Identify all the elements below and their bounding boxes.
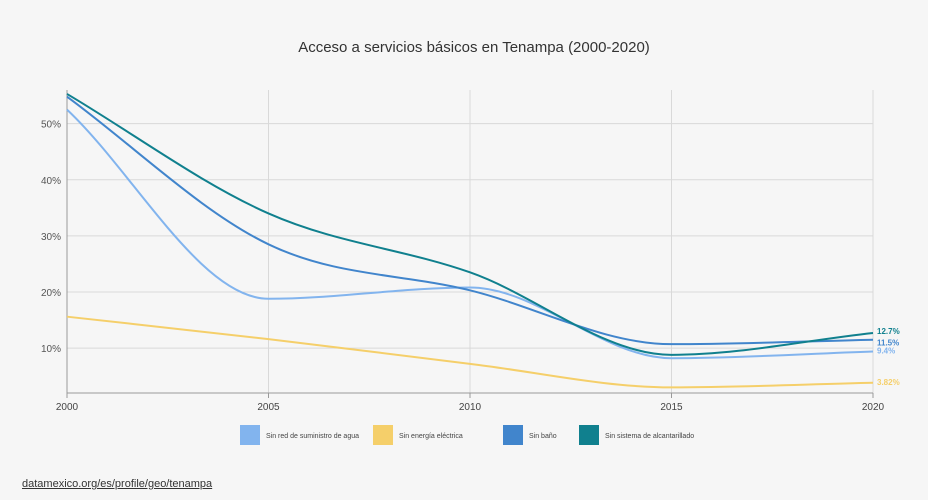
series-end-label: 11.5% (877, 339, 899, 348)
axes: 10% 20% 30% 40% 50% 2000 2005 2010 2015 2020 (41, 90, 885, 413)
x-tick-label: 2000 (56, 402, 79, 413)
legend: Sin red de suministro de agua Sin energía… (240, 425, 694, 445)
series-lines (66, 93, 874, 389)
x-tick-label: 2020 (862, 402, 885, 413)
legend-swatch (579, 425, 599, 445)
legend-swatch (503, 425, 523, 445)
end-labels: 9.4% 3.82% 11.5% 12.7% (877, 327, 900, 387)
series-line (66, 108, 874, 360)
legend-item[interactable]: Sin red de suministro de agua (240, 425, 359, 445)
y-tick-label: 20% (41, 288, 61, 299)
legend-item[interactable]: Sin baño (503, 425, 557, 445)
series-end-label: 3.82% (877, 378, 900, 387)
legend-swatch (240, 425, 260, 445)
y-tick-label: 50% (41, 120, 61, 131)
y-tick-label: 10% (41, 344, 61, 355)
x-tick-label: 2015 (660, 402, 683, 413)
legend-item[interactable]: Sin energía eléctrica (373, 425, 463, 445)
x-tick-label: 2010 (459, 402, 482, 413)
series-line (66, 95, 874, 346)
legend-label: Sin red de suministro de agua (266, 433, 359, 440)
chart-title: Acceso a servicios básicos en Tenampa (2… (298, 39, 650, 56)
line-chart: Acceso a servicios básicos en Tenampa (2… (41, 39, 900, 445)
x-tick-label: 2005 (257, 402, 280, 413)
series-end-label: 9.4% (877, 346, 895, 355)
grid (66, 90, 874, 393)
source-link[interactable]: datamexico.org/es/profile/geo/tenampa (22, 478, 213, 490)
y-tick-label: 30% (41, 232, 61, 243)
legend-label: Sin baño (529, 433, 557, 440)
legend-label: Sin energía eléctrica (399, 433, 463, 440)
legend-label: Sin sistema de alcantarillado (605, 433, 694, 440)
y-tick-label: 40% (41, 176, 61, 187)
series-end-label: 12.7% (877, 327, 900, 336)
legend-swatch (373, 425, 393, 445)
legend-item[interactable]: Sin sistema de alcantarillado (579, 425, 694, 445)
